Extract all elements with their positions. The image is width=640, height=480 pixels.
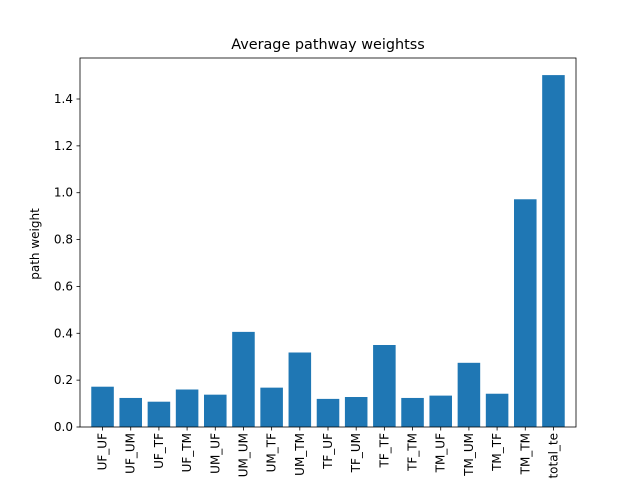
- bars-group: [91, 75, 565, 427]
- bar-tm-uf: [429, 395, 452, 427]
- y-tick-label: 0.6: [54, 279, 73, 293]
- y-axis-ticks: 0.0 0.2 0.4 0.6 0.8 1.0 1.2 1.4: [54, 92, 80, 434]
- bar-tm-um: [457, 362, 481, 427]
- y-tick-label: 0.4: [54, 326, 73, 340]
- x-tick-label: UM_UF: [208, 433, 222, 474]
- x-tick-label: UM_UM: [236, 433, 250, 477]
- bar-total-te: [542, 75, 565, 427]
- plot-area-frame: [79, 57, 577, 428]
- bar-uf-uf: [91, 386, 114, 427]
- x-tick-label: UF_UF: [96, 433, 110, 470]
- bar-tf-uf: [316, 398, 340, 427]
- y-tick-label: 1.2: [54, 139, 73, 153]
- x-tick-label: TF_TM: [406, 433, 420, 472]
- bar-tm-tf: [485, 393, 509, 427]
- bar-tf-tf: [373, 345, 396, 427]
- y-tick-label: 0.2: [54, 373, 73, 387]
- y-tick-label: 1.4: [54, 92, 73, 106]
- x-tick-label: TF_UF: [321, 433, 335, 470]
- x-tick-label: TF_TF: [377, 433, 391, 469]
- x-tick-label: UM_TF: [265, 433, 279, 472]
- bar-uf-tm: [175, 389, 199, 427]
- bar-um-tm: [288, 352, 312, 427]
- x-tick-label: total_te: [546, 433, 560, 479]
- x-tick-label: UF_TF: [152, 433, 166, 469]
- x-tick-label: TM_UF: [434, 433, 448, 473]
- bar-um-tf: [260, 387, 283, 427]
- x-tick-label: UF_UM: [124, 433, 138, 474]
- bar-um-um: [232, 331, 255, 427]
- x-tick-label: TF_UM: [349, 433, 363, 473]
- bar-tf-um: [344, 397, 368, 427]
- bar-uf-um: [119, 397, 142, 427]
- y-tick-label: 1.0: [54, 186, 73, 200]
- x-axis-ticks: UF_UF UF_UM UF_TF UF_TM UM_UF UM_UM UM_TF UM_TM…: [96, 427, 560, 479]
- y-tick-label: 0.0: [54, 420, 73, 434]
- x-tick-label: UM_TM: [293, 433, 307, 476]
- x-tick-label: TM_TM: [518, 433, 532, 475]
- x-tick-label: TM_UM: [462, 433, 476, 477]
- y-axis-title: path weight: [28, 208, 42, 280]
- bar-tm-tm: [514, 199, 537, 427]
- chart-title: Average pathway weightss: [231, 37, 425, 53]
- x-tick-label: UF_TM: [180, 433, 194, 472]
- x-tick-label: TM_TF: [490, 433, 504, 472]
- bar-uf-tf: [147, 401, 171, 427]
- bar-um-uf: [204, 394, 227, 427]
- y-tick-label: 0.8: [54, 233, 73, 247]
- bar-tf-tm: [401, 397, 424, 427]
